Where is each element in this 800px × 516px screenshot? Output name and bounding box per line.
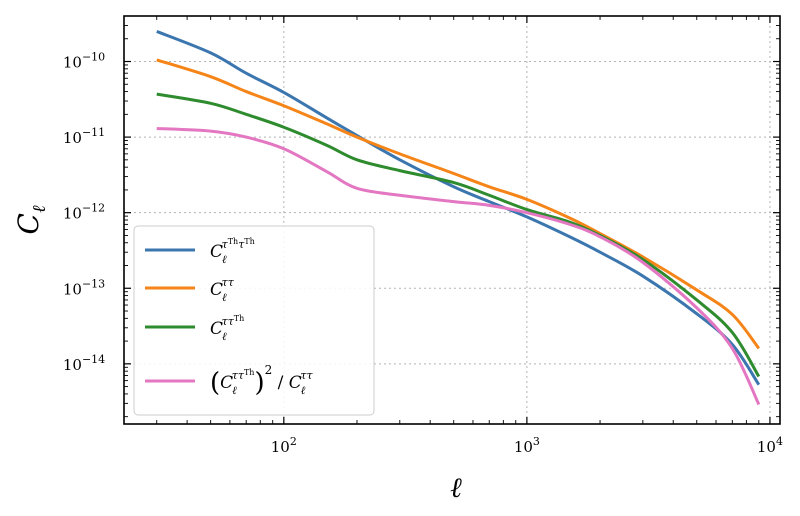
series-line-3 xyxy=(156,126,761,406)
y-tick-label: 10−12 xyxy=(63,202,105,223)
series-line-1 xyxy=(156,58,761,350)
series-line-0 xyxy=(156,30,761,386)
legend: CℓτThτTh Cℓττ CℓττTh (CℓττTh)2 / Cℓττ xyxy=(133,225,375,416)
legend-box xyxy=(133,225,375,416)
y-tick-label: 10−14 xyxy=(63,353,105,374)
y-tick-label: 10−11 xyxy=(63,126,105,147)
legend-label-0: CℓτThτTh xyxy=(210,237,255,266)
y-axis-label-text: Cℓ xyxy=(12,205,50,234)
series-line-2 xyxy=(156,92,761,378)
tick-labels: 102 103 104 10−10 10−11 10−12 10−13 10−14 xyxy=(63,51,783,456)
x-tick-label: 102 xyxy=(271,435,297,456)
series-layer xyxy=(156,30,761,406)
plot-frame xyxy=(123,15,781,425)
x-tick-label: 104 xyxy=(757,435,783,456)
x-axis-label: ℓ xyxy=(450,471,462,504)
legend-label-3: (CℓττTh)2 / Cℓττ xyxy=(210,363,313,398)
x-tick-label: 103 xyxy=(514,435,540,456)
y-tick-label: 10−10 xyxy=(63,51,105,72)
legend-label-1: Cℓττ xyxy=(210,276,235,304)
legend-label-2: CℓττTh xyxy=(210,314,244,343)
y-axis-label: Cℓ xyxy=(12,205,50,234)
y-tick-label: 10−13 xyxy=(63,277,105,298)
